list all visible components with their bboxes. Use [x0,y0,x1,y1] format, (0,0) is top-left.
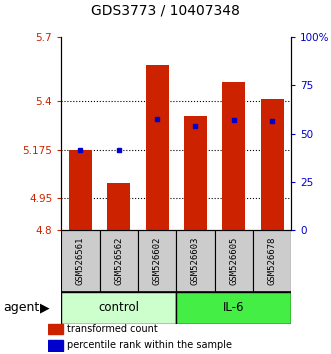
Bar [69,150,92,230]
Text: percentile rank within the sample: percentile rank within the sample [67,341,232,350]
Bar [107,183,130,230]
Text: GSM526602: GSM526602 [153,237,162,285]
Bar [146,65,168,230]
Bar [253,230,291,292]
Text: agent: agent [3,302,40,314]
Bar [214,230,253,292]
Bar [48,324,63,334]
Text: control: control [98,302,139,314]
Text: IL-6: IL-6 [223,302,245,314]
Text: GSM526603: GSM526603 [191,237,200,285]
Bar [61,230,100,292]
Bar [48,340,63,351]
Text: GSM526678: GSM526678 [267,237,277,285]
Text: GSM526561: GSM526561 [76,237,85,285]
Text: ▶: ▶ [40,302,50,314]
Text: GDS3773 / 10407348: GDS3773 / 10407348 [91,4,240,18]
Bar [138,230,176,292]
Text: GSM526605: GSM526605 [229,237,238,285]
Bar [100,230,138,292]
Bar [176,292,291,324]
Bar [61,292,176,324]
Bar [222,82,245,230]
Bar [184,116,207,230]
Text: transformed count: transformed count [67,324,158,334]
Text: GSM526562: GSM526562 [114,237,123,285]
Bar [260,99,284,230]
Bar [176,230,214,292]
